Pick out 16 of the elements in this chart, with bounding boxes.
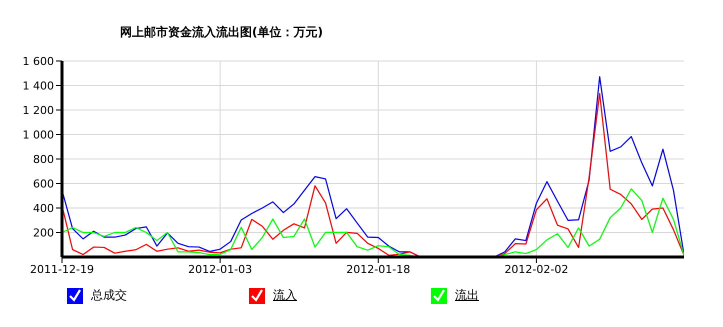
legend-label: 流入	[273, 287, 297, 304]
legend-label: 流出	[455, 287, 479, 304]
y-tick-label: 1 400	[22, 79, 54, 92]
chart-title: 网上邮市资金流入流出图(单位：万元)	[120, 24, 323, 41]
y-tick-label: 1 600	[22, 54, 54, 68]
x-tick-label: 2012-01-03	[188, 262, 252, 276]
x-tick-label: 2012-01-18	[346, 262, 410, 276]
y-tick-label: 1 000	[22, 128, 54, 142]
y-tick-label: 200	[33, 226, 54, 240]
x-tick-label: 2011-12-19	[30, 262, 94, 276]
y-tick-label: 600	[33, 177, 54, 190]
y-tick-label: 400	[33, 202, 54, 215]
y-tick-label: 800	[33, 152, 54, 166]
legend-label: 总成交	[91, 287, 127, 304]
y-tick-label: 1 200	[22, 104, 54, 117]
x-tick-label: 2012-02-02	[504, 262, 568, 276]
